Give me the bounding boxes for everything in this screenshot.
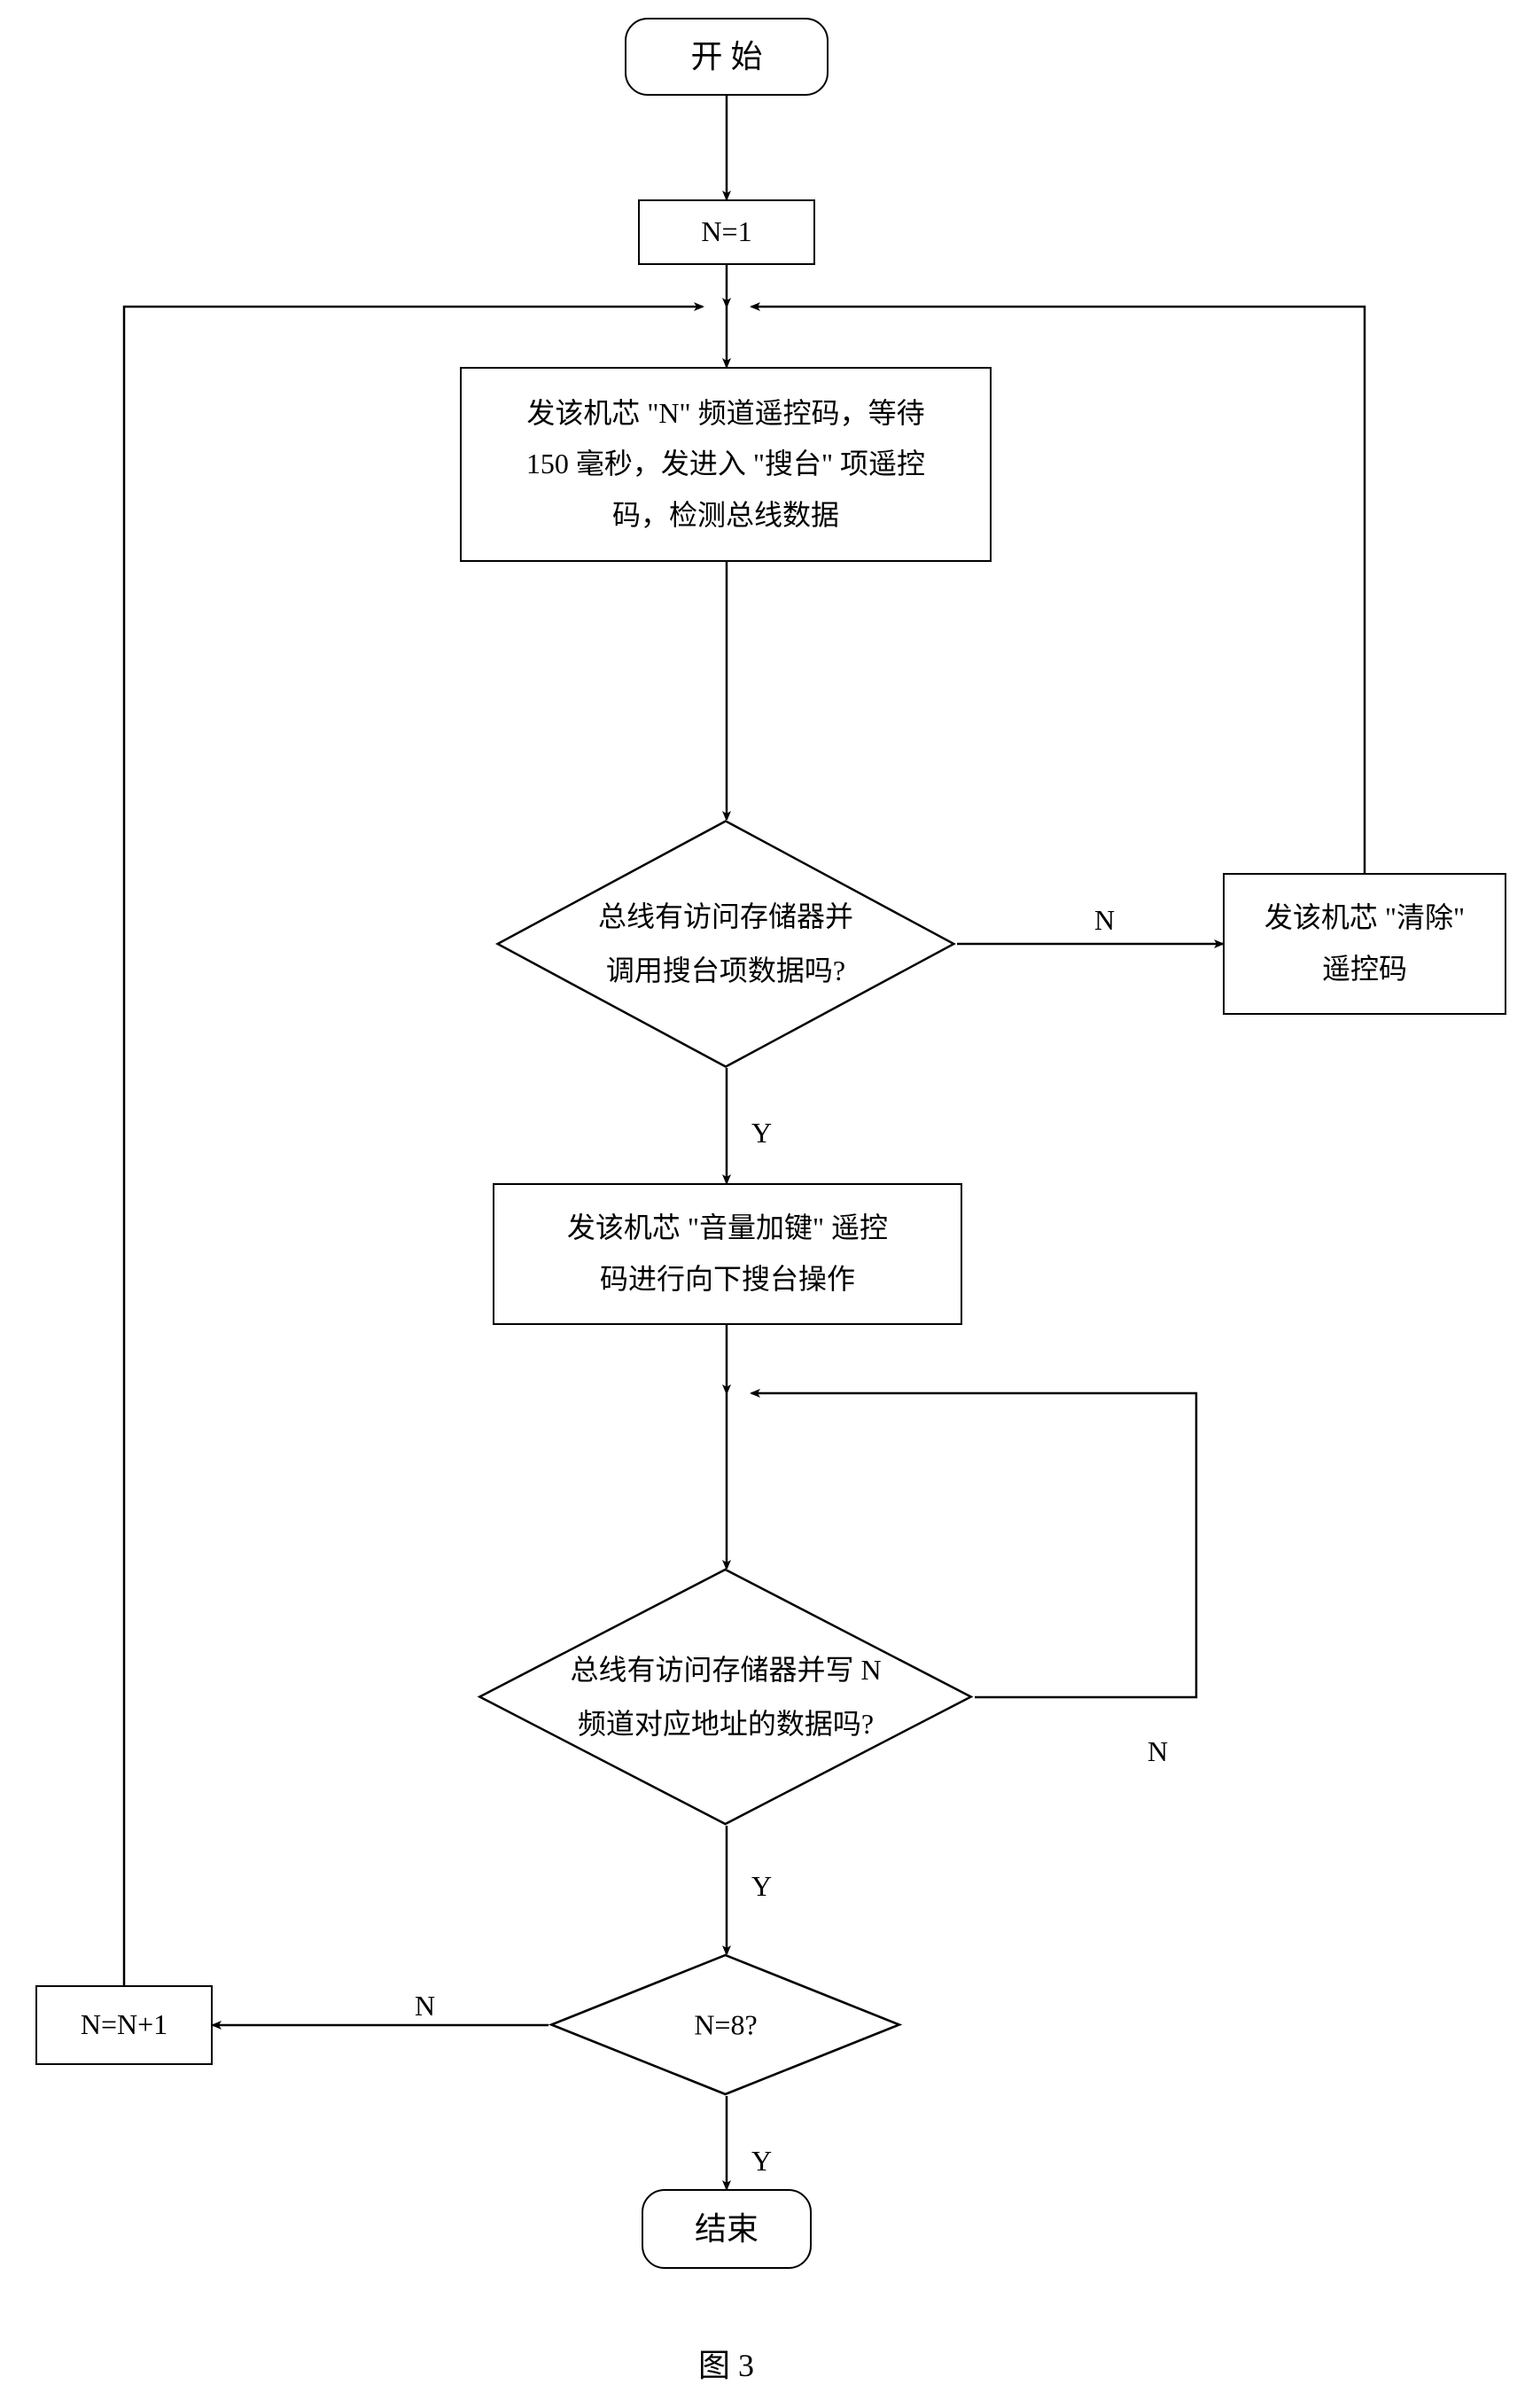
- edge-label: Y: [751, 1870, 772, 1903]
- node-decision3: N=8?: [549, 1954, 903, 2096]
- node-end-label: 结束: [695, 2201, 759, 2258]
- node-decision1-label: 总线有访问存储器并调用搜台项数据吗?: [598, 900, 853, 986]
- node-action1-label: 发该机芯 "N" 频道遥控码，等待150 毫秒，发进入 "搜台" 项遥控码，检测…: [526, 388, 925, 542]
- node-clear: 发该机芯 "清除"遥控码: [1223, 873, 1506, 1015]
- figure-label: 图 3: [698, 2340, 754, 2386]
- node-incr: N=N+1: [35, 1985, 213, 2065]
- edge-label: N: [1094, 904, 1115, 937]
- node-init-label: N=1: [701, 207, 751, 258]
- node-decision2-label: 总线有访问存储器并写 N频道对应地址的数据吗?: [570, 1654, 881, 1740]
- node-start: 开 始: [625, 18, 829, 96]
- node-action2-label: 发该机芯 "音量加键" 遥控码进行向下搜台操作: [567, 1203, 888, 1305]
- node-action1: 发该机芯 "N" 频道遥控码，等待150 毫秒，发进入 "搜台" 项遥控码，检测…: [460, 367, 992, 562]
- edge-label: Y: [751, 1117, 772, 1149]
- flowchart-canvas: 开 始 N=1 发该机芯 "N" 频道遥控码，等待150 毫秒，发进入 "搜台"…: [0, 0, 1525, 2408]
- node-decision3-label: N=8?: [694, 2009, 757, 2041]
- node-clear-label: 发该机芯 "清除"遥控码: [1264, 892, 1465, 994]
- node-end: 结束: [642, 2189, 812, 2269]
- node-start-label: 开 始: [690, 28, 762, 86]
- node-init: N=1: [638, 199, 815, 265]
- node-decision1: 总线有访问存储器并调用搜台项数据吗?: [495, 820, 956, 1068]
- node-incr-label: N=N+1: [81, 1999, 167, 2051]
- edge-label: Y: [751, 2145, 772, 2178]
- edge-label: N: [415, 1990, 435, 2022]
- edge-label: N: [1148, 1735, 1168, 1768]
- node-decision2: 总线有访问存储器并写 N频道对应地址的数据吗?: [478, 1569, 974, 1826]
- node-action2: 发该机芯 "音量加键" 遥控码进行向下搜台操作: [493, 1183, 962, 1325]
